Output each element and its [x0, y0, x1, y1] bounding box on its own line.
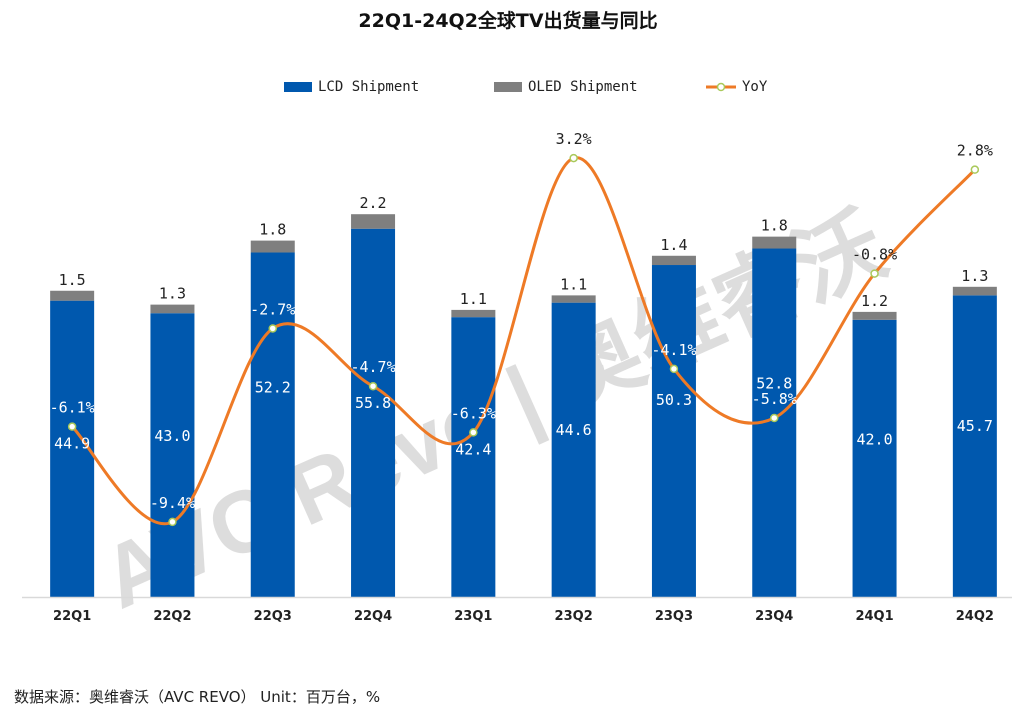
bar-oled-23Q1	[451, 309, 496, 318]
data-label-yoy-22Q2: -9.4%	[150, 494, 195, 512]
yoy-point-23Q2	[569, 153, 578, 163]
data-label-yoy-22Q3: -2.7%	[250, 300, 295, 318]
x-tick-label-22Q2: 22Q2	[153, 609, 191, 624]
data-label-lcd-23Q2: 44.6	[556, 421, 592, 439]
bar-lcd-22Q1	[50, 300, 95, 597]
legend: LCD Shipment OLED Shipment YoY	[0, 79, 1016, 99]
legend-item-lcd: LCD Shipment	[284, 79, 419, 95]
x-tick-label-22Q4: 22Q4	[354, 609, 392, 624]
yoy-point-24Q2	[970, 165, 980, 174]
x-tick-label-23Q2: 23Q2	[555, 609, 593, 624]
legend-item-oled: OLED Shipment	[494, 79, 638, 95]
data-label-yoy-23Q1: -6.3%	[451, 404, 496, 422]
bar-oled-22Q2	[150, 304, 195, 314]
data-label-lcd-23Q4: 52.8	[756, 375, 792, 393]
yoy-point-22Q2	[168, 517, 177, 527]
x-tick-label-22Q1: 22Q1	[53, 609, 91, 624]
yoy-point-23Q3	[669, 364, 679, 374]
data-label-yoy-24Q2: 2.8%	[957, 142, 993, 160]
legend-swatch-lcd	[284, 82, 312, 92]
data-label-oled-22Q2: 1.3	[159, 285, 186, 303]
data-label-oled-23Q2: 1.1	[560, 275, 587, 293]
data-label-oled-24Q2: 1.3	[961, 267, 988, 285]
legend-label-yoy: YoY	[742, 79, 768, 95]
data-label-oled-24Q1: 1.2	[861, 292, 888, 310]
data-label-yoy-23Q3: -4.1%	[651, 341, 696, 359]
data-label-lcd-24Q1: 42.0	[856, 431, 892, 449]
legend-label-oled: OLED Shipment	[528, 79, 638, 95]
x-tick-label-24Q1: 24Q1	[855, 609, 893, 624]
data-label-oled-22Q1: 1.5	[59, 271, 86, 289]
data-label-lcd-23Q3: 50.3	[656, 391, 692, 409]
bar-lcd-22Q3	[250, 252, 295, 598]
bar-oled-22Q4	[351, 214, 396, 229]
bar-oled-23Q2	[551, 295, 596, 303]
data-label-yoy-23Q4: -5.8%	[752, 390, 797, 408]
chart-title: 22Q1-24Q2全球TV出货量与同比	[358, 10, 658, 32]
x-tick-label-23Q1: 23Q1	[454, 609, 492, 624]
source-note: 数据来源：奥维睿沃（AVC REVO） Unit：百万台，%	[14, 688, 381, 706]
data-label-yoy-24Q1: -0.8%	[852, 246, 897, 264]
bar-lcd-23Q1	[451, 317, 496, 597]
x-tick-label-23Q3: 23Q3	[655, 609, 693, 624]
x-tick-label-23Q4: 23Q4	[755, 609, 793, 624]
x-tick-label-22Q3: 22Q3	[254, 609, 292, 624]
bar-oled-24Q2	[952, 286, 997, 296]
bar-lcd-23Q2	[551, 302, 596, 597]
legend-item-yoy: YoY	[706, 79, 767, 95]
bar-oled-22Q1	[50, 290, 95, 301]
data-label-lcd-22Q4: 55.8	[355, 394, 391, 412]
data-label-oled-23Q4: 1.8	[761, 217, 788, 235]
bar-oled-23Q4	[752, 236, 797, 249]
data-label-oled-22Q4: 2.2	[360, 194, 387, 212]
legend-label-lcd: LCD Shipment	[318, 79, 420, 95]
data-label-yoy-22Q4: -4.7%	[350, 358, 395, 376]
bar-oled-22Q3	[250, 240, 295, 253]
yoy-point-22Q3	[268, 324, 277, 333]
data-label-oled-22Q3: 1.8	[259, 221, 286, 239]
yoy-point-22Q4	[368, 381, 378, 391]
data-label-yoy-23Q2: 3.2%	[556, 130, 592, 148]
yoy-point-22Q1	[67, 422, 77, 431]
data-label-lcd-22Q1: 44.9	[54, 435, 90, 453]
yoy-point-23Q1	[469, 428, 478, 437]
bar-oled-23Q3	[651, 255, 696, 266]
legend-line-yoy	[706, 82, 736, 92]
bar-oled-24Q1	[852, 311, 897, 320]
data-label-lcd-24Q2: 45.7	[957, 417, 993, 435]
data-label-lcd-22Q3: 52.2	[255, 378, 291, 396]
data-label-oled-23Q1: 1.1	[460, 290, 487, 308]
yoy-point-23Q4	[770, 413, 779, 423]
yoy-line	[71, 156, 976, 526]
data-label-oled-23Q3: 1.4	[660, 236, 687, 254]
bar-lcd-23Q3	[651, 265, 696, 597]
bar-lcd-22Q2	[150, 313, 195, 597]
legend-swatch-oled	[494, 82, 522, 92]
data-label-yoy-22Q1: -6.1%	[50, 399, 95, 417]
bar-lcd-24Q1	[852, 319, 897, 597]
data-label-lcd-22Q2: 43.0	[154, 427, 190, 445]
bar-lcd-24Q2	[952, 295, 997, 597]
data-label-lcd-23Q1: 42.4	[455, 440, 491, 458]
bar-lcd-22Q4	[351, 228, 396, 597]
yoy-point-24Q1	[870, 269, 879, 278]
x-tick-label-24Q2: 24Q2	[956, 609, 994, 624]
